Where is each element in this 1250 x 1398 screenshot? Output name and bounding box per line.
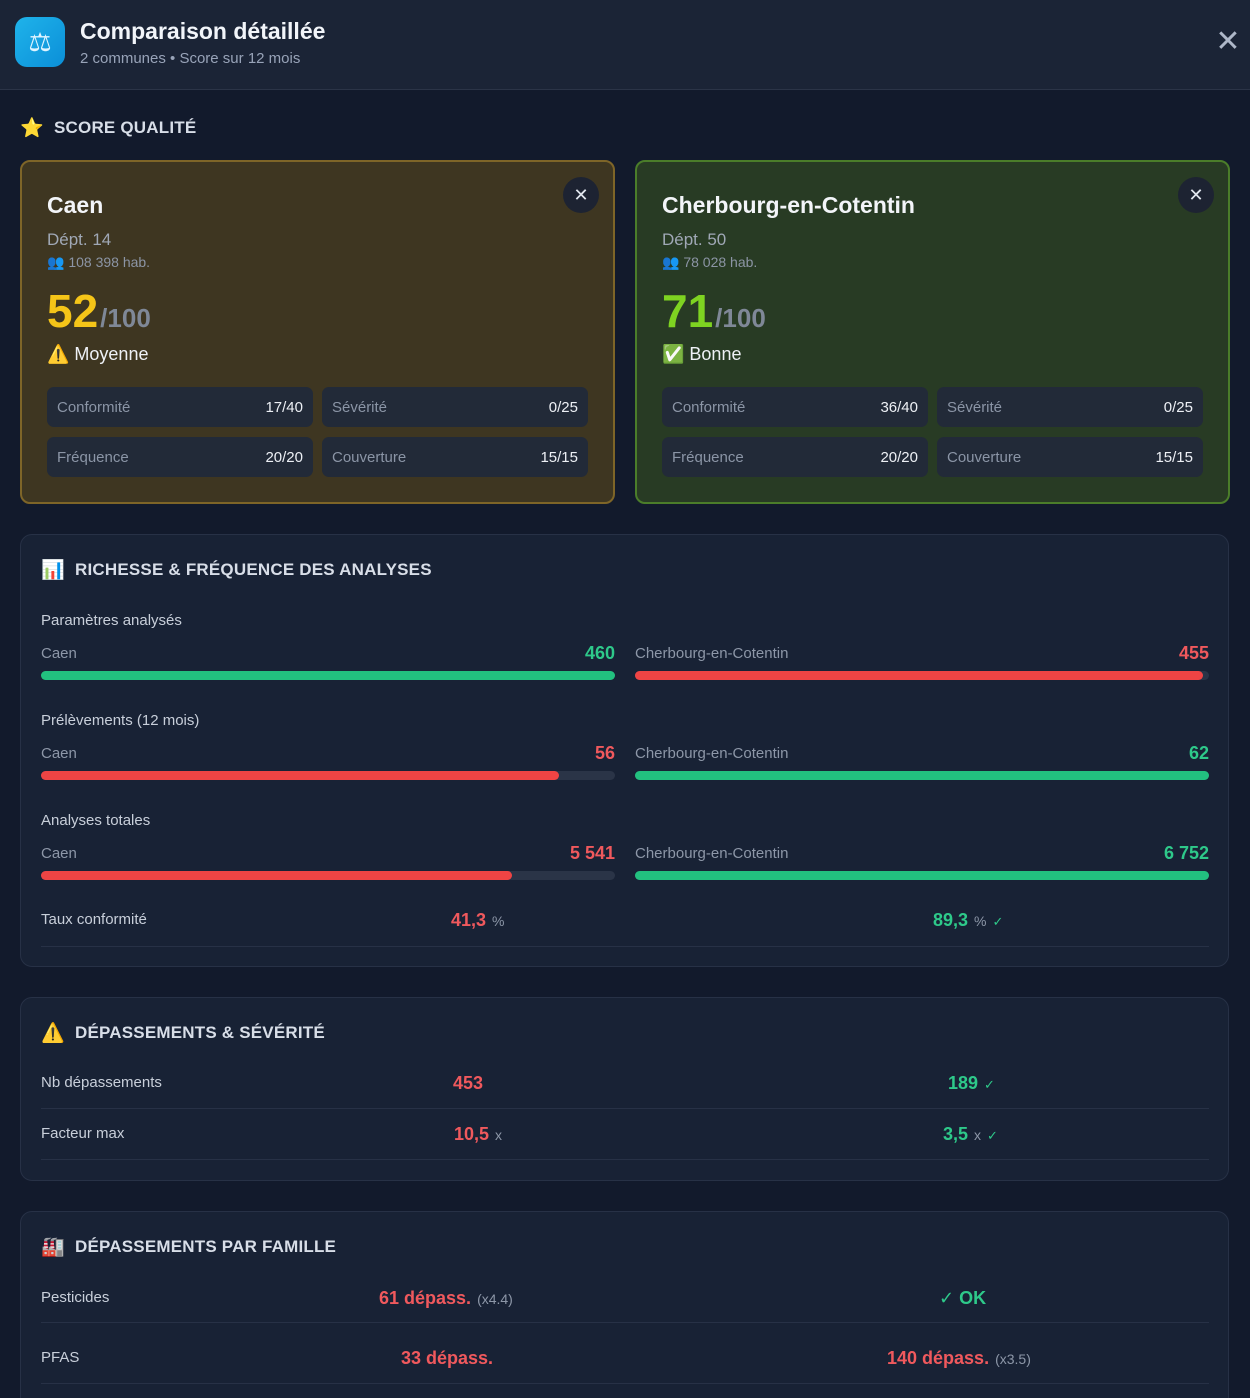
stat-conformite: Conformité 36/40: [662, 387, 928, 427]
taux-caen: 41,3%: [451, 910, 505, 930]
famille-panel: 🏭 DÉPASSEMENTS PAR FAMILLE Pesticides 61…: [20, 1211, 1229, 1398]
depassements-panel: ⚠️ DÉPASSEMENTS & SÉVÉRITÉ Nb dépassemen…: [20, 997, 1229, 1181]
taux-conformite-row: Taux conformité 41,3% 89,3% ✓: [41, 895, 1209, 947]
metric-bar-caen: Caen 460: [41, 643, 615, 685]
modal-subtitle: 2 communes • Score sur 12 mois: [80, 50, 301, 67]
depassements-title-label: DÉPASSEMENTS & SÉVÉRITÉ: [75, 1023, 325, 1042]
score-max: /100: [100, 303, 151, 333]
score-value: 71: [662, 285, 714, 337]
bar-fill: [635, 671, 1203, 680]
score-level: ⚠️ Moyenne: [47, 344, 149, 364]
stat-conformite: Conformité 17/40: [47, 387, 313, 427]
score-section-title: ⭐ SCORE QUALITÉ: [20, 116, 196, 140]
score-section-label: SCORE QUALITÉ: [54, 118, 197, 137]
remove-commune-button[interactable]: ✕: [563, 177, 599, 213]
famille-title-label: DÉPASSEMENTS PAR FAMILLE: [75, 1237, 337, 1256]
modal-title: Comparaison détaillée: [80, 18, 326, 44]
score-value: 52: [47, 285, 99, 337]
close-icon[interactable]: ✕: [1215, 25, 1241, 58]
metric-bar-caen: Caen 5 541: [41, 843, 615, 885]
stat-frequence: Fréquence 20/20: [47, 437, 313, 477]
remove-commune-button[interactable]: ✕: [1178, 177, 1214, 213]
richesse-title-label: RICHESSE & FRÉQUENCE DES ANALYSES: [75, 560, 432, 579]
metric-bar-cherbourg: Cherbourg-en-Cotentin 455: [635, 643, 1209, 685]
commune-population: 👥 78 028 hab.: [662, 254, 758, 270]
famille-title: 🏭 DÉPASSEMENTS PAR FAMILLE: [41, 1235, 336, 1259]
richesse-panel: 📊 RICHESSE & FRÉQUENCE DES ANALYSES Para…: [20, 534, 1229, 967]
table-row: PFAS 33 dépass. 140 dépass. (x3.5): [41, 1323, 1209, 1384]
taux-cherbourg: 89,3% ✓: [933, 910, 1004, 930]
table-row: Facteur max 10,5 x 3,5 x ✓: [41, 1109, 1209, 1160]
factory-icon: 🏭: [41, 1237, 65, 1258]
bar-chart-icon: 📊: [41, 560, 65, 581]
table-row: Nb dépassements 453 189 ✓: [41, 1059, 1209, 1109]
bar-fill: [41, 671, 615, 680]
commune-score: 71 /100: [662, 284, 766, 338]
commune-card-caen: ✕ Caen Dépt. 14 👥 108 398 hab. 52 /100 ⚠…: [20, 160, 615, 504]
commune-name: Cherbourg-en-Cotentin: [662, 192, 915, 218]
depassements-title: ⚠️ DÉPASSEMENTS & SÉVÉRITÉ: [41, 1021, 325, 1045]
score-max: /100: [715, 303, 766, 333]
score-level: ✅ Bonne: [662, 344, 742, 364]
table-row: Pesticides 61 dépass. (x4.4) ✓ OK: [41, 1273, 1209, 1323]
metric-bar-cherbourg: Cherbourg-en-Cotentin 6 752: [635, 843, 1209, 885]
commune-dept: Dépt. 50: [662, 230, 727, 249]
stat-frequence: Fréquence 20/20: [662, 437, 928, 477]
scales-icon: ⚖: [15, 17, 65, 67]
stat-couverture: Couverture 15/15: [937, 437, 1203, 477]
modal-header: ⚖ Comparaison détaillée 2 communes • Sco…: [0, 0, 1250, 90]
bar-fill: [635, 771, 1209, 780]
warning-icon: ⚠️: [41, 1023, 65, 1044]
commune-name: Caen: [47, 192, 104, 218]
commune-card-cherbourg: ✕ Cherbourg-en-Cotentin Dépt. 50 👥 78 02…: [635, 160, 1230, 504]
metric-label: Prélèvements (12 mois): [41, 712, 200, 729]
bar-fill: [635, 871, 1209, 880]
stat-couverture: Couverture 15/15: [322, 437, 588, 477]
stat-severite: Sévérité 0/25: [937, 387, 1203, 427]
metric-label: Analyses totales: [41, 812, 151, 829]
stat-severite: Sévérité 0/25: [322, 387, 588, 427]
metric-bar-caen: Caen 56: [41, 743, 615, 785]
commune-dept: Dépt. 14: [47, 230, 112, 249]
bar-fill: [41, 771, 560, 780]
commune-score: 52 /100: [47, 284, 151, 338]
bar-fill: [41, 871, 513, 880]
star-icon: ⭐: [20, 118, 44, 139]
richesse-title: 📊 RICHESSE & FRÉQUENCE DES ANALYSES: [41, 558, 432, 582]
commune-population: 👥 108 398 hab.: [47, 254, 151, 270]
metric-label: Paramètres analysés: [41, 612, 182, 629]
metric-bar-cherbourg: Cherbourg-en-Cotentin 62: [635, 743, 1209, 785]
